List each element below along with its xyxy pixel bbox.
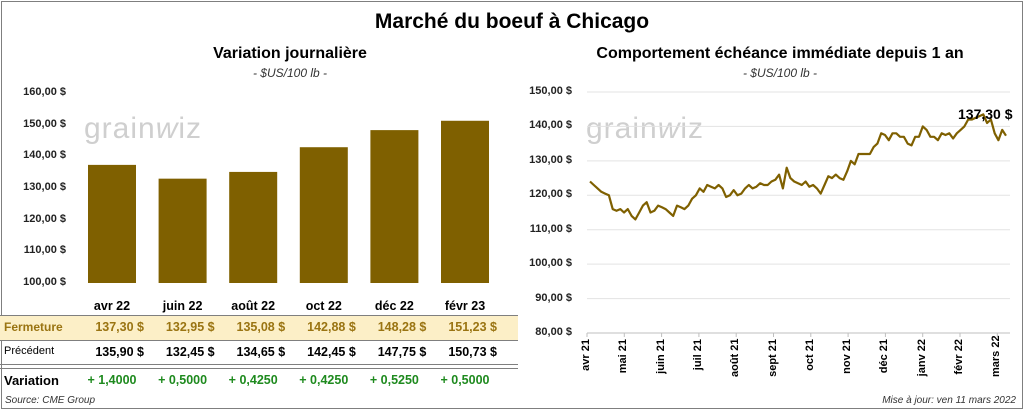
y-tick-label: 150,00 $: [529, 85, 572, 97]
table-cell: 137,30 $: [95, 320, 144, 334]
x-tick-label: juin 21: [654, 339, 667, 374]
y-tick-label: 80,00 $: [535, 326, 572, 338]
bar: [370, 130, 419, 283]
y-tick-label: 120,00 $: [23, 212, 66, 225]
x-tick-label: mai 21: [617, 339, 630, 374]
table-cell: 151,23 $: [448, 320, 497, 334]
category-label: oct 22: [305, 299, 342, 313]
bar: [299, 147, 348, 283]
table-cell: 148,28 $: [377, 320, 427, 334]
right-chart-title: Comportement échéance immédiate depuis 1…: [596, 45, 964, 62]
category-label: août 22: [231, 299, 276, 313]
table-cell: 150,73 $: [448, 345, 497, 359]
y-tick-label: 110,00 $: [23, 244, 66, 257]
y-tick-label: 100,00 $: [529, 257, 572, 270]
table-cell: 132,95 $: [165, 320, 215, 334]
page-title: Marché du boeuf à Chicago: [374, 10, 650, 33]
update-note: Mise à jour: ven 11 mars 2022: [882, 395, 1016, 406]
y-tick-label: 130,00 $: [23, 181, 66, 193]
table-cell: 135,08 $: [236, 320, 286, 334]
table-divider: [0, 364, 518, 369]
table-cell: 132,45 $: [165, 345, 215, 359]
table-cell: 147,75 $: [377, 345, 427, 359]
bar: [229, 171, 278, 283]
table-cell: + 0,5000: [440, 373, 490, 387]
x-tick-label: févr 22: [953, 339, 965, 375]
x-tick-label: avr 21: [580, 339, 592, 371]
y-tick-label: 140,00 $: [23, 149, 66, 162]
bar: [158, 178, 207, 283]
row-label-précédent: Précédent: [4, 345, 55, 357]
x-tick-label: août 21: [729, 338, 742, 377]
x-tick-label: oct 21: [803, 339, 816, 371]
table-cell: 135,90 $: [95, 345, 144, 359]
x-tick-label: janv 22: [915, 339, 928, 377]
price-line: [589, 113, 1007, 221]
last-value-label: 137,30 $: [958, 106, 1013, 122]
left-chart-unit: - $US/100 lb -: [252, 66, 328, 80]
x-tick-label: sept 21: [766, 339, 779, 377]
bar: [88, 164, 136, 283]
y-tick-label: 100,00 $: [23, 276, 66, 288]
left-chart-title: Variation journalière: [213, 45, 367, 62]
category-label: déc 22: [374, 299, 414, 313]
table-cell: 142,88 $: [307, 320, 356, 334]
x-tick-label: mars 22: [990, 335, 1003, 377]
category-label: avr 22: [93, 299, 131, 313]
y-tick-label: 90,00 $: [535, 291, 572, 304]
fermeture-row-bg: [0, 315, 518, 341]
row-label-fermeture: Fermeture: [4, 320, 63, 334]
x-tick-label: juil 21: [691, 339, 704, 371]
y-tick-label: 160,00 $: [23, 86, 66, 98]
x-tick-label: déc 21: [878, 339, 891, 374]
category-label: juin 22: [162, 299, 203, 313]
y-tick-label: 130,00 $: [529, 153, 572, 166]
right-chart-unit: - $US/100 lb -: [742, 66, 818, 80]
x-tick-label: nov 21: [841, 339, 854, 374]
table-cell: + 1,4000: [87, 373, 137, 387]
row-label-variation: Variation: [4, 373, 59, 388]
category-label: févr 23: [444, 299, 486, 313]
y-tick-label: 120,00 $: [529, 188, 572, 201]
y-tick-label: 140,00 $: [529, 119, 572, 132]
y-tick-label: 150,00 $: [23, 117, 66, 130]
source-note: Source: CME Group: [5, 395, 96, 406]
table-cell: 134,65 $: [236, 345, 286, 359]
table-cell: 142,45 $: [307, 345, 356, 359]
bar: [441, 120, 489, 283]
table-cell: + 0,5000: [158, 373, 208, 387]
table-cell: + 0,4250: [299, 373, 349, 387]
y-tick-label: 110,00 $: [529, 222, 572, 235]
watermark-logo: grainwiz: [586, 112, 705, 145]
table-cell: + 0,5250: [369, 373, 419, 387]
watermark-logo: grainwiz: [84, 112, 203, 145]
table-cell: + 0,4250: [228, 373, 278, 387]
